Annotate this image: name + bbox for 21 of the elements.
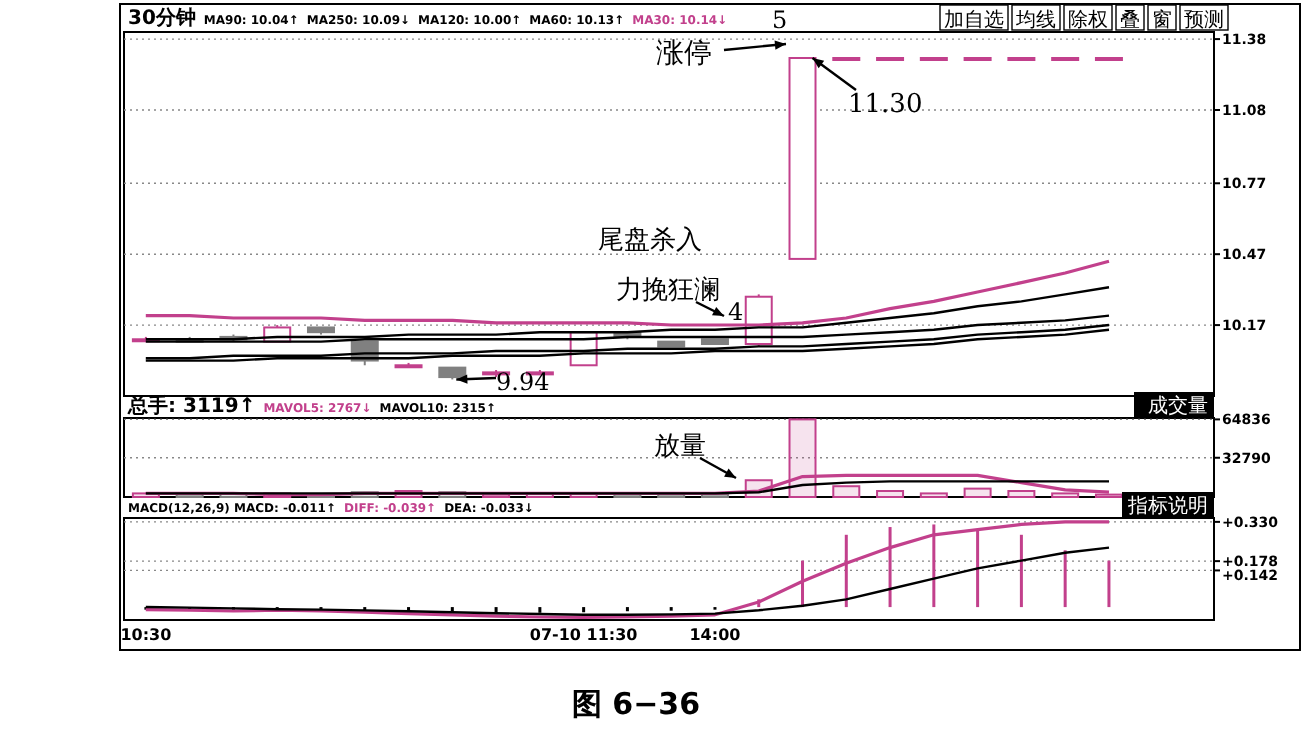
annotation: 放量 <box>654 432 706 462</box>
annotation: 力挽狂澜 <box>616 276 720 306</box>
annotation: 9.94 <box>496 368 551 396</box>
x-tick-label: 10:30 <box>120 626 173 644</box>
text: 预测 <box>1184 8 1224 32</box>
x-tick-label: 14:00 <box>689 626 742 644</box>
annotation: 叠 <box>1120 10 1140 32</box>
annotation: 5 <box>772 6 788 34</box>
x-tick-label: 07-10 11:30 <box>529 626 639 644</box>
text: 窗 <box>1152 8 1172 32</box>
text: 30分钟 <box>128 6 196 30</box>
annotation: 均线 <box>1014 8 1056 32</box>
annotation: 11.30 <box>848 90 923 120</box>
annotation: 加自选 <box>944 8 1004 32</box>
annotation: 4 <box>728 298 744 326</box>
caption: 图 6−36 <box>571 686 701 722</box>
text: 成交量 <box>1148 394 1208 418</box>
annotation: 尾盘杀入 <box>598 226 702 256</box>
annotation: 除权 <box>1068 8 1108 32</box>
annotation: 涨停 <box>656 38 712 70</box>
annotation: 指标说明 <box>1126 494 1208 518</box>
